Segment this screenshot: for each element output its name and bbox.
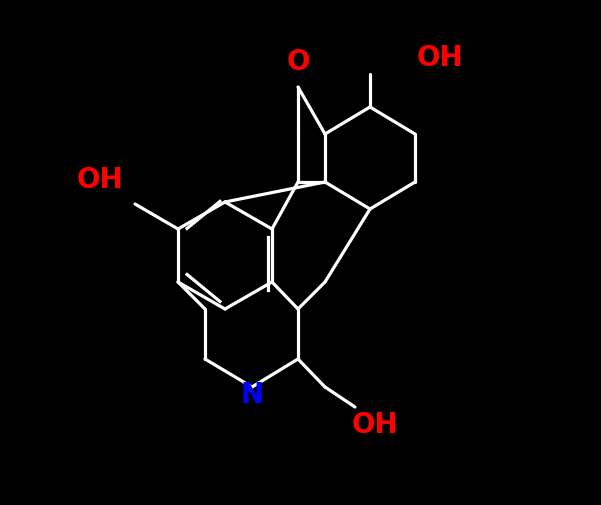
Text: O: O <box>286 48 310 76</box>
Text: N: N <box>240 380 264 408</box>
Text: OH: OH <box>416 44 463 72</box>
Text: OH: OH <box>352 410 398 438</box>
Text: OH: OH <box>77 166 123 193</box>
